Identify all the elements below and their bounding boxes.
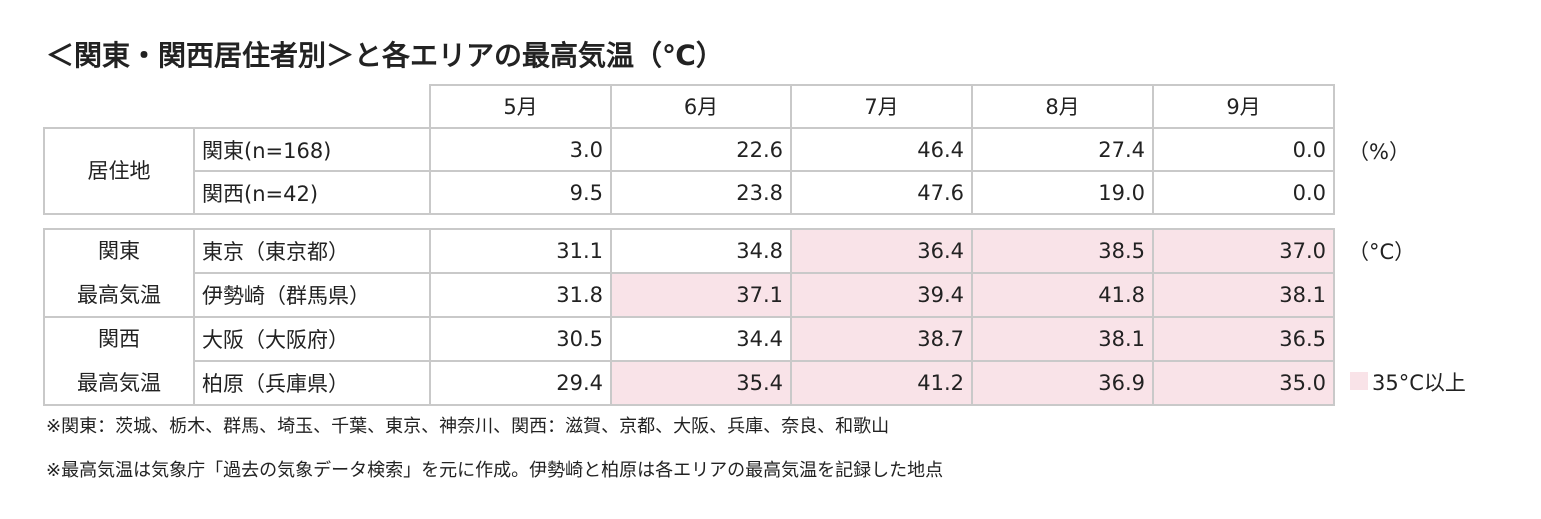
row-name: 柏原（兵庫県） (193, 360, 431, 406)
value-cell: 9.5 (429, 170, 612, 215)
row-name: 大阪（大阪府） (193, 316, 431, 362)
value-cell: 38.1 (1152, 272, 1335, 318)
row-name: 伊勢崎（群馬県） (193, 272, 431, 318)
residence-label: 居住地 (43, 127, 195, 215)
value-cell: 30.5 (429, 316, 612, 362)
unit-label: （°C） (1348, 240, 1416, 264)
row-name: 東京（東京都） (193, 228, 431, 274)
value-cell: 0.0 (1152, 127, 1335, 172)
value-cell: 46.4 (790, 127, 973, 172)
value-cell: 31.1 (429, 228, 612, 274)
value-cell: 36.5 (1152, 316, 1335, 362)
value-cell: 41.8 (971, 272, 1154, 318)
value-cell: 38.7 (790, 316, 973, 362)
group-label-line: 最高気温 (77, 371, 161, 395)
value-cell: 47.6 (790, 170, 973, 215)
group-label-line: 最高気温 (77, 283, 161, 307)
value-cell: 34.4 (610, 316, 792, 362)
value-cell: 36.4 (790, 228, 973, 274)
value-cell: 29.4 (429, 360, 612, 406)
value-cell: 22.6 (610, 127, 792, 172)
note: ※関東：茨城、栃木、群馬、埼玉、千葉、東京、神奈川、関西：滋賀、京都、大阪、兵庫… (46, 416, 890, 437)
value-cell: 31.8 (429, 272, 612, 318)
legend-swatch (1350, 372, 1368, 390)
value-cell: 35.0 (1152, 360, 1335, 406)
group-label-line: 関西 (98, 327, 140, 351)
value-cell: 37.1 (610, 272, 792, 318)
group-label: 関西 最高気温 (43, 316, 195, 406)
row-name: 関東(n=168) (193, 127, 431, 172)
value-cell: 39.4 (790, 272, 973, 318)
month-header: 5月 (429, 84, 612, 129)
value-cell: 23.8 (610, 170, 792, 215)
month-header: 7月 (790, 84, 973, 129)
month-header: 6月 (610, 84, 792, 129)
value-cell: 19.0 (971, 170, 1154, 215)
unit-label: （%） (1348, 140, 1410, 164)
month-header: 9月 (1152, 84, 1335, 129)
group-label-line: 関東 (98, 239, 140, 263)
value-cell: 38.5 (971, 228, 1154, 274)
value-cell: 27.4 (971, 127, 1154, 172)
title: ＜関東・関西居住者別＞と各エリアの最高気温（℃） (46, 39, 724, 72)
value-cell: 38.1 (971, 316, 1154, 362)
note: ※最高気温は気象庁「過去の気象データ検索」を元に作成。伊勢崎と柏原は各エリアの最… (46, 460, 944, 481)
value-cell: 0.0 (1152, 170, 1335, 215)
value-cell: 35.4 (610, 360, 792, 406)
value-cell: 36.9 (971, 360, 1154, 406)
month-header: 8月 (971, 84, 1154, 129)
value-cell: 41.2 (790, 360, 973, 406)
value-cell: 3.0 (429, 127, 612, 172)
legend-label: 35°C以上 (1372, 371, 1466, 395)
row-name: 関西(n=42) (193, 170, 431, 215)
value-cell: 34.8 (610, 228, 792, 274)
value-cell: 37.0 (1152, 228, 1335, 274)
group-label: 関東 最高気温 (43, 228, 195, 318)
